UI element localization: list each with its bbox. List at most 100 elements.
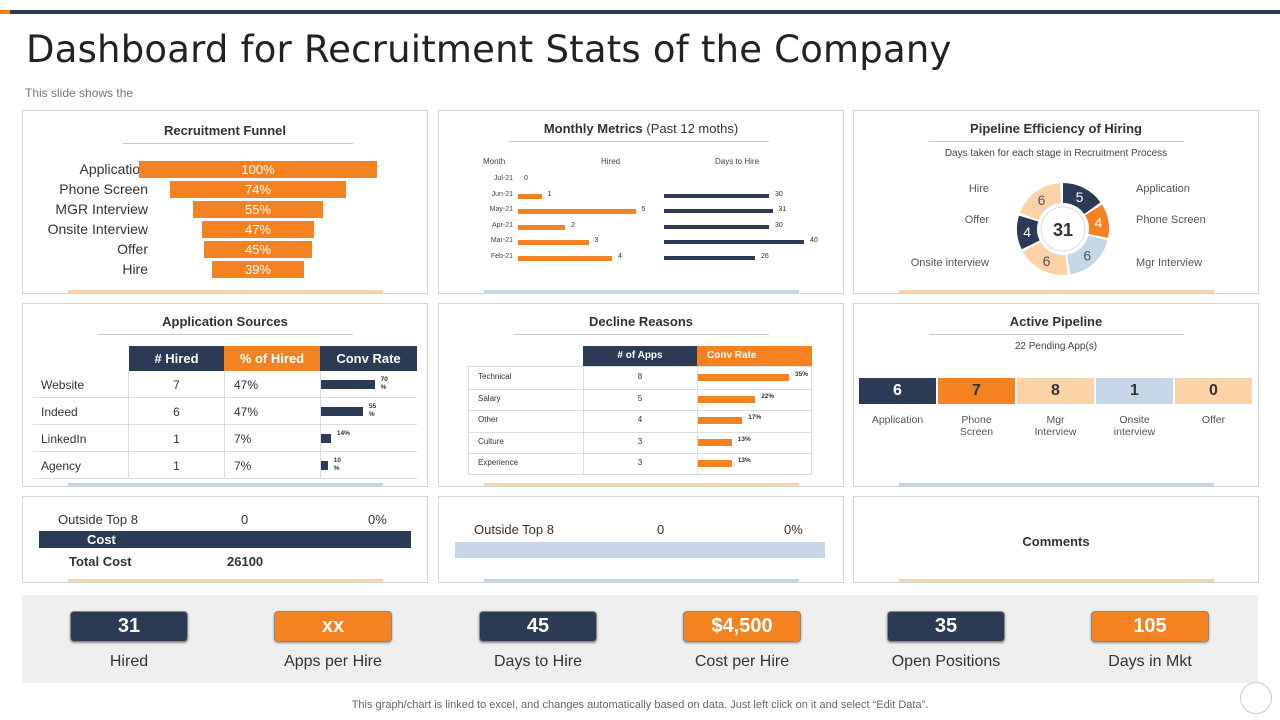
nav-circle-button[interactable] [1240, 682, 1272, 714]
decline-apps: 5 [637, 393, 643, 403]
sources-header-cell: % of Hired [224, 346, 320, 371]
pipeline-eff-subtitle: Days taken for each stage in Recruitment… [944, 148, 1168, 159]
active-stage-value: 0 [1175, 378, 1252, 404]
active-stage-value: 8 [1017, 378, 1094, 404]
monthly-hired-value: 0 [524, 175, 528, 182]
donut-segment-label: Phone Screen [1136, 214, 1206, 226]
donut-segment-value: 4 [1095, 214, 1103, 230]
pipeline-donut-chart: 5 Application 4 Phone Screen 6 Mgr Interview 6… [911, 183, 1206, 275]
active-title-underline [929, 334, 1184, 335]
monthly-days-value: 26 [761, 252, 769, 260]
decline-reason: Salary [478, 393, 501, 403]
sources-conv-label: 70 % [380, 376, 388, 391]
decline-reason: Technical [478, 372, 512, 381]
cost-bar [39, 531, 411, 548]
kpi-value-badge: xx [274, 611, 392, 642]
sources-cost-panel: Outside Top 8 0 0% Cost Total Cost 26100 [22, 496, 428, 583]
sources-pct: 47% [234, 378, 259, 392]
donut-segment-value: 6 [1043, 253, 1051, 269]
sources-header-cell: # Hired [129, 346, 224, 371]
sources-hired: 1 [173, 432, 180, 446]
kpi-label: Open Positions [891, 653, 1001, 670]
sources-name: Website [41, 378, 85, 392]
sources-hired: 6 [173, 405, 180, 419]
donut-segment-onsite-interview [1022, 241, 1068, 275]
kpi-label: Days to Hire [493, 653, 583, 670]
sources-pct: 7% [234, 459, 252, 473]
funnel-stage-label: Onsite Interview [47, 221, 148, 237]
sources-row-line [33, 478, 417, 479]
decline-reason: Culture [478, 436, 504, 446]
sources-cost-accent [68, 579, 383, 582]
decline-table-frame [468, 366, 812, 475]
decline-row-line [468, 410, 812, 411]
sources-col-divider [320, 371, 321, 479]
active-pipeline-panel: Active Pipeline 22 Pending App(s) 6 Appli… [853, 303, 1259, 487]
decline-apps: 8 [637, 372, 643, 381]
monthly-hired-value: 5 [641, 206, 646, 213]
sources-conv-label: 14% [336, 430, 350, 437]
decline-apps: 4 [637, 415, 643, 424]
sources-header-cell: Conv Rate [320, 346, 417, 371]
total-cost-label: Total Cost [69, 554, 132, 569]
funnel-stage-label: Application [79, 161, 149, 177]
kpi-strip: 31 Hired xx Apps per Hire 45 Days to Hire $4,5… [22, 595, 1258, 683]
funnel-stage-label: Phone Screen [59, 181, 148, 197]
monthly-title-underline [509, 141, 769, 142]
sources-outside-pct: 0% [368, 512, 387, 527]
donut-segment-label: Onsite interview [911, 257, 989, 269]
donut-segment-offer [1017, 215, 1040, 250]
sources-conv-label: 10 % [333, 457, 342, 472]
active-stage-label: Phone Screen [959, 414, 994, 438]
monthly-title: Monthly Metrics (Past 12 moths) [439, 121, 843, 136]
monthly-month-label: Jul-21 [493, 175, 513, 182]
donut-segment-label: Hire [969, 183, 989, 195]
decline-title-underline [514, 334, 769, 335]
funnel-title: Recruitment Funnel [163, 123, 287, 138]
funnel-title-underline [123, 143, 353, 144]
active-title: Active Pipeline [1009, 314, 1103, 329]
monthly-month-label: Feb-21 [490, 252, 513, 260]
monthly-hired-bar [518, 224, 565, 230]
funnel-stage-bar: 100% [139, 161, 377, 178]
decline-conv-label: 17% [748, 414, 762, 421]
decline-reason: Experience [478, 458, 519, 467]
decline-reasons-panel: Decline Reasons # of Apps Conv Rate Techni… [438, 303, 844, 487]
funnel-stage-bar: 47% [202, 221, 314, 238]
sources-row-line [33, 451, 417, 452]
sources-col-divider [224, 371, 225, 479]
pipeline-eff-accent [899, 290, 1214, 293]
monthly-hired-bar [518, 240, 589, 245]
monthly-col-days: Days to Hire [715, 157, 760, 166]
funnel-stage-bar: 39% [211, 261, 305, 278]
kpi-label: Hired [109, 653, 149, 670]
pipeline-efficiency-panel: Pipeline Efficiency of Hiring Days taken… [853, 110, 1259, 294]
donut-segment-label: Application [1136, 183, 1190, 195]
funnel-accent [68, 290, 383, 293]
decline-conv-label: 22% [761, 392, 775, 400]
sources-conv-bar [320, 380, 375, 389]
monthly-month-label: Mar-21 [490, 237, 513, 244]
donut-total: 31 [1053, 220, 1073, 240]
sources-outside-label: Outside Top 8 [58, 512, 138, 527]
kpi-value-badge: 45 [479, 611, 597, 642]
donut-segment-value: 6 [1083, 248, 1091, 264]
monthly-hired-bar [518, 193, 542, 199]
monthly-month-label: Jun-21 [491, 190, 513, 198]
decline-outside-bar [455, 542, 825, 558]
sources-col-divider [128, 371, 129, 479]
donut-segment-label: Mgr Interview [1136, 257, 1202, 269]
sources-name: Agency [41, 459, 82, 473]
sources-title-underline [98, 334, 353, 335]
comments-panel[interactable]: Comments [853, 496, 1259, 583]
sources-conv-bar [320, 461, 328, 470]
donut-segment-value: 6 [1038, 192, 1046, 208]
monthly-hired-value: 4 [618, 252, 622, 260]
total-cost-value: 26100 [227, 554, 264, 569]
monthly-metrics-panel: Monthly Metrics (Past 12 moths) Month Hi… [438, 110, 844, 294]
decline-title: Decline Reasons [588, 314, 694, 329]
monthly-days-bar [664, 224, 769, 229]
active-subtitle: 22 Pending App(s) [1014, 341, 1098, 352]
sources-accent [68, 483, 383, 486]
decline-row-line [468, 388, 812, 390]
